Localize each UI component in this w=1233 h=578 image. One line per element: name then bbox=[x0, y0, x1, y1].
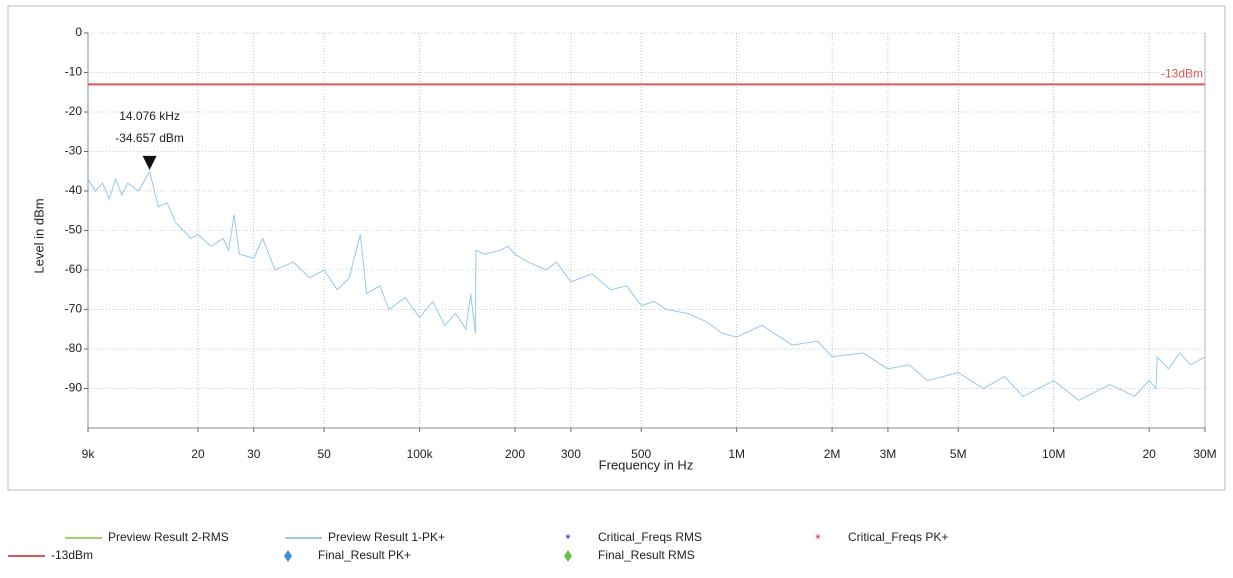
y-tick-label: -20 bbox=[65, 104, 83, 118]
x-tick-label: 30M bbox=[1193, 447, 1216, 461]
legend-label: Critical_Freqs RMS bbox=[598, 530, 702, 544]
x-tick-label: 30 bbox=[247, 447, 261, 461]
annotation-text: -34.657 dBm bbox=[115, 131, 184, 145]
x-tick-label: 50 bbox=[317, 447, 331, 461]
y-tick-label: -60 bbox=[65, 262, 83, 276]
y-tick-label: -70 bbox=[65, 302, 83, 316]
x-tick-label: 5M bbox=[950, 447, 967, 461]
legend-swatch bbox=[564, 550, 572, 562]
y-tick-label: -40 bbox=[65, 183, 83, 197]
x-tick-label: 2M bbox=[824, 447, 841, 461]
y-axis-title: Level in dBm bbox=[31, 198, 46, 273]
legend-label: Preview Result 2-RMS bbox=[108, 530, 229, 544]
x-tick-label: 300 bbox=[561, 447, 581, 461]
series-line bbox=[87, 169, 1206, 401]
legend-label: Critical_Freqs PK+ bbox=[848, 530, 948, 544]
limit-label: -13dBm bbox=[1161, 67, 1203, 81]
y-tick-label: -80 bbox=[65, 341, 83, 355]
annotation-text: 14.076 kHz bbox=[119, 109, 180, 123]
legend-swatch bbox=[284, 550, 292, 562]
x-axis-title: Frequency in Hz bbox=[599, 457, 694, 472]
peak-marker bbox=[142, 155, 157, 170]
y-tick-label: -30 bbox=[65, 144, 83, 158]
chart-frame bbox=[7, 5, 1226, 491]
legend-label: Final_Result PK+ bbox=[318, 548, 411, 562]
x-tick-label: 3M bbox=[880, 447, 897, 461]
y-tick-label: -50 bbox=[65, 223, 83, 237]
x-tick-label: 100k bbox=[407, 447, 434, 461]
legend-label: Preview Result 1-PK+ bbox=[328, 530, 445, 544]
x-tick-label: 20 bbox=[1142, 447, 1156, 461]
y-tick-label: -10 bbox=[65, 65, 83, 79]
x-tick-label: 200 bbox=[505, 447, 525, 461]
x-tick-label: 500 bbox=[631, 447, 651, 461]
y-tick-label: -90 bbox=[65, 381, 83, 395]
legend-swatch: * bbox=[815, 531, 821, 547]
legend-label: -13dBm bbox=[51, 548, 93, 562]
y-tick-label: 0 bbox=[75, 25, 82, 39]
legend-swatch: * bbox=[565, 531, 571, 547]
x-tick-label: 20 bbox=[191, 447, 205, 461]
legend-label: Final_Result RMS bbox=[598, 548, 695, 562]
x-tick-label: 9k bbox=[82, 447, 96, 461]
x-tick-label: 1M bbox=[728, 447, 745, 461]
x-tick-label: 10M bbox=[1042, 447, 1065, 461]
